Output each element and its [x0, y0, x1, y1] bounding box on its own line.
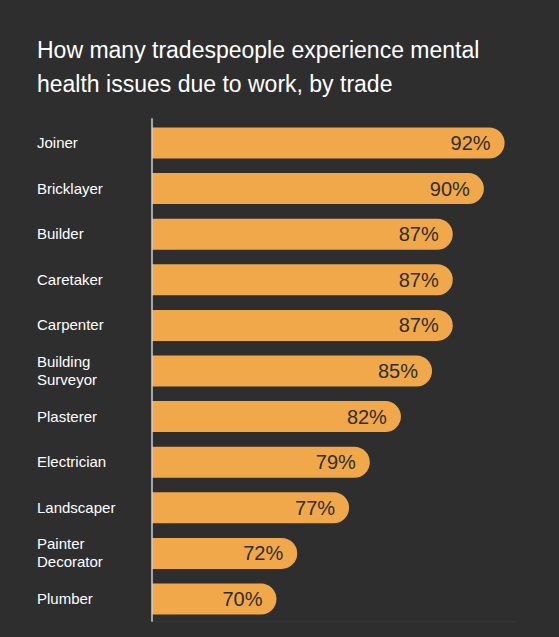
category-label: Bricklayer [37, 180, 103, 197]
category-line: Painter [37, 535, 85, 552]
bar [152, 219, 453, 250]
category-line: Electrician [37, 453, 106, 470]
bar [152, 264, 453, 295]
chart: How many tradespeople experience mental h… [0, 0, 559, 637]
category-label: Landscaper [37, 499, 115, 516]
category-line: Building [37, 353, 90, 370]
category-label: Plasterer [37, 408, 97, 425]
data-label: 90% [430, 178, 470, 200]
title: How many tradespeople experience mental h… [37, 37, 479, 97]
data-label: 85% [378, 360, 418, 382]
bar [152, 310, 453, 341]
category-label: Joiner [37, 134, 78, 151]
bar [152, 492, 349, 523]
category-line: Landscaper [37, 499, 115, 516]
data-label: 77% [295, 497, 335, 519]
title-line: How many tradespeople experience mental [37, 37, 479, 63]
category-line: Builder [37, 225, 84, 242]
category-line: Decorator [37, 553, 103, 570]
data-label: 70% [222, 588, 262, 610]
category-line: Plumber [37, 590, 93, 607]
category-label: PainterDecorator [37, 535, 103, 570]
data-label: 72% [243, 542, 283, 564]
data-label: 79% [316, 451, 356, 473]
bar [152, 173, 484, 204]
title-line: health issues due to work, by trade [37, 71, 392, 97]
category-label: Carpenter [37, 316, 104, 333]
category-label: Builder [37, 225, 84, 242]
category-line: Carpenter [37, 316, 104, 333]
category-line: Surveyor [37, 371, 97, 388]
category-line: Caretaker [37, 271, 103, 288]
category-line: Plasterer [37, 408, 97, 425]
bar [152, 356, 432, 387]
category-label: BuildingSurveyor [37, 353, 97, 388]
bar [152, 584, 276, 615]
bars [152, 128, 505, 615]
bar [152, 538, 297, 569]
data-label: 87% [399, 269, 439, 291]
category-label: Plumber [37, 590, 93, 607]
category-line: Bricklayer [37, 180, 103, 197]
y-axis-line [151, 118, 153, 622]
bar [152, 447, 370, 478]
bar [152, 401, 401, 432]
data-label: 87% [399, 223, 439, 245]
data-label: 92% [451, 132, 491, 154]
data-label: 82% [347, 406, 387, 428]
bar [152, 128, 505, 159]
category-label: Electrician [37, 453, 106, 470]
x-axis-line [152, 621, 515, 622]
data-label: 87% [399, 314, 439, 336]
category-label: Caretaker [37, 271, 103, 288]
background [0, 0, 559, 637]
category-line: Joiner [37, 134, 78, 151]
